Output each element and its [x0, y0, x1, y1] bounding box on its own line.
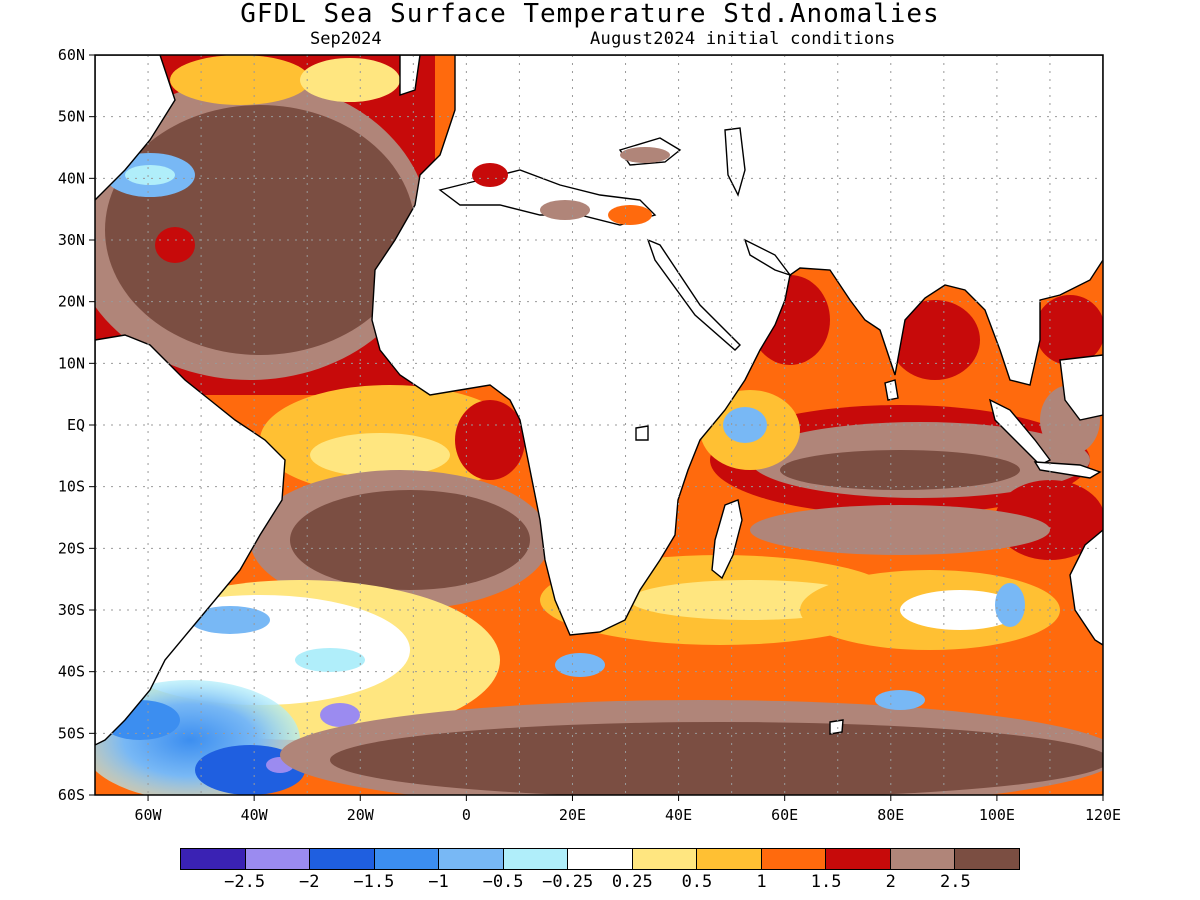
lon-label: 80E [877, 806, 904, 824]
lon-label: 60E [771, 806, 798, 824]
australia [1069, 529, 1103, 646]
colorbar-swatch [568, 849, 633, 869]
greenland-iceland [399, 55, 421, 96]
north-america [95, 55, 176, 201]
map-title: GFDL Sea Surface Temperature Std.Anomali… [240, 0, 940, 29]
lat-label: 40S [58, 663, 85, 681]
lat-label: 40N [58, 169, 85, 187]
lat-label: EQ [67, 416, 85, 434]
colorbar-swatch [374, 849, 440, 869]
lat-label: 50S [58, 724, 85, 742]
java [1033, 461, 1102, 479]
kerguelen-island [829, 719, 844, 735]
colorbar-label: −2 [298, 872, 320, 892]
lat-label: 60S [58, 786, 85, 804]
lon-label: 20W [347, 806, 375, 824]
colorbar-label: 1 [756, 872, 767, 892]
colorbar-swatch [890, 849, 956, 869]
lon-label: 0 [462, 806, 471, 824]
longitude-labels: 60W 40W 20W 0 20E 40E 60E 80E 100E 120E [135, 795, 1121, 824]
colorbar-swatch [503, 849, 569, 869]
colorbar-swatch [310, 849, 375, 869]
colorbar-swatch [439, 849, 504, 869]
madagascar [711, 499, 743, 580]
south-america [95, 334, 286, 746]
lat-label: 50N [58, 108, 85, 126]
lat-label: 30N [58, 231, 85, 249]
borneo [1059, 354, 1103, 421]
initial-conditions-label: August2024 initial conditions [590, 29, 896, 49]
colorbar-swatch [181, 849, 246, 869]
colorbar-label: −2.5 [224, 872, 266, 892]
colorbar-label: 1.5 [810, 872, 842, 892]
lon-label: 120E [1085, 806, 1121, 824]
lat-label: 20N [58, 293, 85, 311]
lat-label: 10N [58, 354, 85, 372]
colorbar-swatch [955, 849, 1019, 869]
lake-victoria [635, 425, 649, 441]
land [95, 55, 1103, 746]
colorbar [180, 848, 1020, 870]
mediterranean-anomaly [472, 147, 670, 225]
anomaly-map: 60N 50N 40N 30N 20N 10N EQ 10S 20S 30S 40S 50S 60S 6… [58, 46, 1121, 824]
lon-label: 40E [665, 806, 692, 824]
sri-lanka [884, 379, 899, 401]
lat-label: 30S [58, 601, 85, 619]
lon-label: 60W [135, 806, 163, 824]
colorbar-swatch [826, 849, 891, 869]
lat-label: 10S [58, 478, 85, 496]
colorbar-swatch [632, 849, 698, 869]
lon-label: 100E [979, 806, 1015, 824]
colorbar-label: 0.5 [681, 872, 713, 892]
colorbar-label: −0.5 [482, 872, 524, 892]
persian-gulf [743, 238, 792, 277]
colorbar-label: −0.25 [542, 872, 594, 892]
lon-label: 20E [559, 806, 586, 824]
colorbar-swatch [245, 849, 311, 869]
lat-label: 20S [58, 539, 85, 557]
caspian-sea [724, 127, 746, 197]
red-sea [646, 238, 741, 351]
colorbar-label: 2 [885, 872, 896, 892]
forecast-month-label: Sep2024 [310, 29, 382, 49]
colorbar-label: 2.5 [940, 872, 971, 892]
lon-label: 40W [241, 806, 269, 824]
colorbar-label: 0.25 [611, 872, 653, 892]
grid-lines [95, 55, 1103, 795]
colorbar-swatch [697, 849, 762, 869]
colorbar-label: −1 [428, 872, 449, 892]
latitude-labels: 60N 50N 40N 30N 20N 10N EQ 10S 20S 30S 40S 50S 60S [58, 46, 95, 804]
colorbar-swatch [761, 849, 827, 869]
colorbar-label: −1.5 [353, 872, 395, 892]
lat-label: 60N [58, 46, 85, 64]
